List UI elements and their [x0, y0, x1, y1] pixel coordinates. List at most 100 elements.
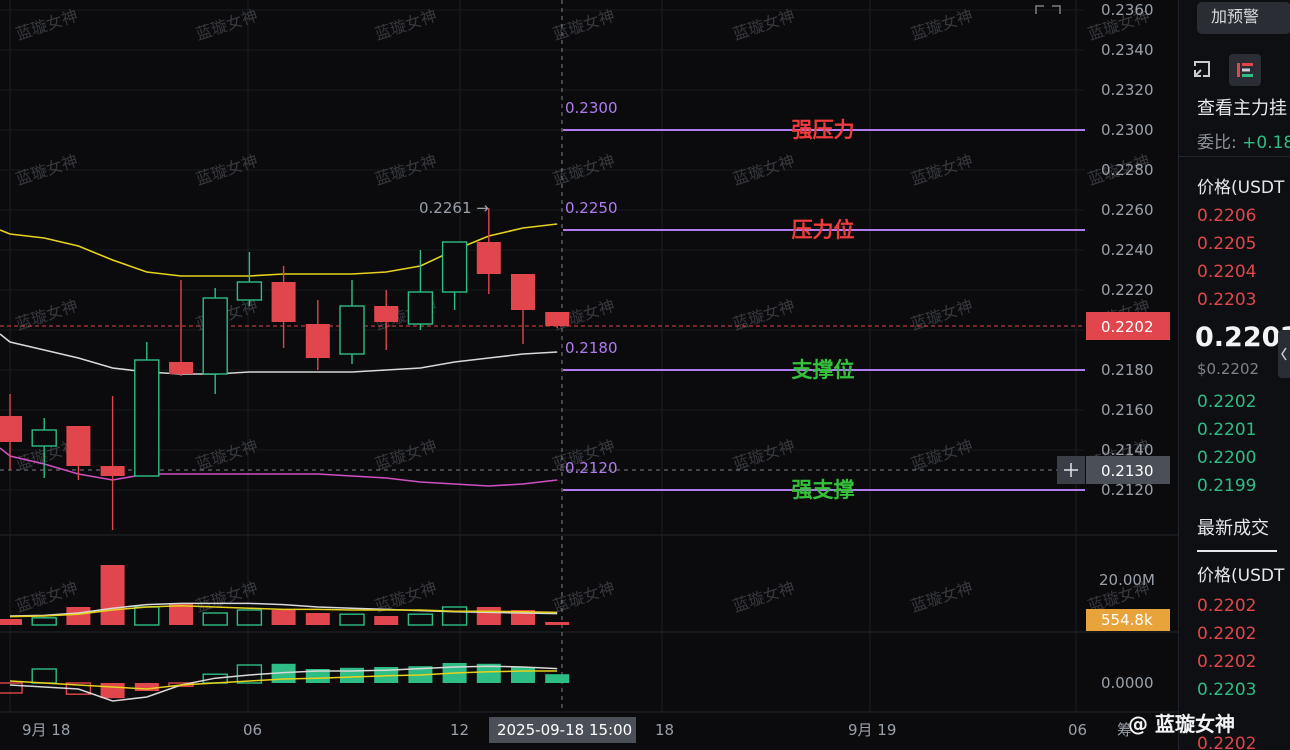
bid-price-row[interactable]: 0.2199 — [1197, 476, 1257, 496]
volume-bar — [441, 606, 468, 626]
level-name-label: 强压力 — [792, 118, 855, 142]
volume-bar — [476, 607, 501, 625]
trade-price-row: 0.2202 — [1197, 624, 1257, 644]
macd-dea-line — [9, 670, 558, 690]
volume-bar — [100, 565, 125, 625]
volume-bar — [339, 613, 365, 626]
time-axis-tick: 18 — [655, 721, 674, 739]
candle-body-down — [545, 312, 570, 326]
price-axis-tick: 0.2300 — [1101, 121, 1154, 139]
crosshair-time-tag-text: 2025-09-18 15:00 — [497, 721, 632, 739]
price-axis-tick: 0.2180 — [1101, 361, 1154, 379]
price-axis-tick: 0.2340 — [1101, 41, 1154, 59]
candle-body-down — [511, 274, 535, 310]
volume-bar — [305, 613, 330, 625]
level-price-label: 0.2180 — [565, 339, 618, 357]
main-orders-title[interactable]: 查看主力挂 — [1197, 98, 1287, 119]
price-axis-tick: 0.2220 — [1101, 281, 1154, 299]
candle-body-down — [100, 466, 125, 476]
volume-bar — [202, 612, 228, 626]
volume-bar — [169, 604, 193, 625]
last-price-tag-bg — [1086, 312, 1170, 340]
price-axis-tick: 0.2120 — [1101, 481, 1154, 499]
bid-ask-ratio-label: 委比: +0.18 — [1197, 128, 1290, 153]
price-axis-tick: 0.2160 — [1101, 401, 1154, 419]
level-price-label: 0.2250 — [565, 199, 618, 217]
volume-bar — [271, 610, 296, 625]
candle-body-down — [374, 306, 399, 322]
macd-dif-line — [9, 665, 558, 702]
candle-body-down — [66, 426, 91, 466]
volume-bar — [0, 619, 22, 625]
macd-histogram-bar — [305, 669, 330, 683]
candle-body-up — [202, 297, 228, 375]
candle-body-down — [476, 242, 501, 274]
volume-bar — [66, 607, 91, 625]
fullscreen-icon[interactable] — [1035, 5, 1061, 14]
level-price-label: 0.2300 — [565, 99, 618, 117]
candle-body-up — [134, 359, 160, 477]
layout-toggle-icon[interactable] — [1189, 56, 1217, 84]
last-price-tag-text: 0.2202 — [1101, 318, 1154, 336]
time-axis-tick: 06 — [1068, 721, 1087, 739]
trade-price-row: 0.2203 — [1197, 680, 1257, 700]
trade-price-row: 0.2202 — [1197, 652, 1257, 672]
crosshair-price-tag-bg — [1086, 456, 1170, 484]
macd-histogram-bar — [134, 683, 159, 691]
candle-body-up — [236, 281, 263, 301]
high-price-marker: 0.2261 → — [419, 199, 489, 217]
volume-tag-bg — [1086, 609, 1170, 631]
mid-price-usd: $0.2202 — [1197, 360, 1260, 378]
macd-histogram-bar — [545, 674, 570, 683]
macd-histogram-bar — [511, 667, 535, 683]
ask-price-row[interactable]: 0.2204 — [1197, 262, 1257, 282]
recent-trades-tab[interactable]: 最新成交 — [1197, 518, 1269, 539]
collapse-panel-handle[interactable] — [1278, 330, 1290, 378]
volume-axis-tick: 20.00M — [1099, 571, 1155, 589]
author-brand: @ 蓝璇女神 — [1128, 712, 1235, 736]
level-price-label: 0.2120 — [565, 459, 618, 477]
ratio-label: 委比: — [1197, 133, 1237, 153]
level-name-label: 支撑位 — [792, 358, 855, 382]
bid-price-row[interactable]: 0.2200 — [1197, 448, 1257, 468]
bid-price-row[interactable]: 0.2201 — [1197, 420, 1257, 440]
level-name-label: 压力位 — [792, 218, 855, 242]
add-alert-button[interactable]: 加预警 — [1197, 2, 1290, 34]
volume-ma-line-yellow — [9, 605, 558, 618]
volume-bar — [31, 617, 57, 626]
crosshair-time-tag-bg — [489, 717, 636, 743]
volume-bar — [236, 609, 263, 626]
ask-price-row[interactable]: 0.2206 — [1197, 206, 1257, 226]
candle-body-down — [305, 324, 330, 358]
macd-histogram-bar — [100, 683, 125, 699]
boll-mid-line — [0, 333, 558, 375]
macd-histogram-bar — [0, 682, 23, 694]
candle-body-up — [441, 241, 468, 293]
time-axis-tick: 9月 19 — [848, 721, 896, 739]
ask-price-row[interactable]: 0.2203 — [1197, 290, 1257, 310]
volume-bar — [545, 622, 570, 625]
time-axis-tick: 9月 18 — [22, 721, 70, 739]
mid-price: 0.2202 — [1195, 322, 1290, 353]
price-axis-tick: 0.2260 — [1101, 201, 1154, 219]
chart-background — [0, 0, 1178, 750]
recent-trades-tab-underline — [1197, 550, 1277, 552]
ratio-value: +0.18 — [1242, 133, 1290, 153]
macd-histogram-bar — [476, 663, 501, 683]
orderbook-price-header: 价格(USDT — [1197, 178, 1285, 198]
order-book-view-icon[interactable] — [1229, 54, 1261, 86]
macd-axis-tick: 0.0000 — [1101, 674, 1154, 692]
ask-price-row[interactable]: 0.2205 — [1197, 234, 1257, 254]
boll-lower-line — [0, 447, 558, 487]
bid-price-row[interactable]: 0.2202 — [1197, 392, 1257, 412]
candle-body-up — [407, 291, 434, 325]
time-axis-tick: 12 — [450, 721, 469, 739]
volume-bar — [407, 613, 434, 626]
level-name-label: 强支撑 — [792, 478, 855, 502]
price-axis-tick: 0.2360 — [1101, 1, 1154, 19]
trades-price-header: 价格(USDT — [1197, 566, 1285, 586]
volume-tag-text: 554.8k — [1101, 611, 1153, 629]
order-book-panel: 加预警 查看主力挂 委比: +0.18 价格(USDT 0.2206 0.220… — [1178, 0, 1290, 750]
candle-body-down — [0, 416, 22, 442]
